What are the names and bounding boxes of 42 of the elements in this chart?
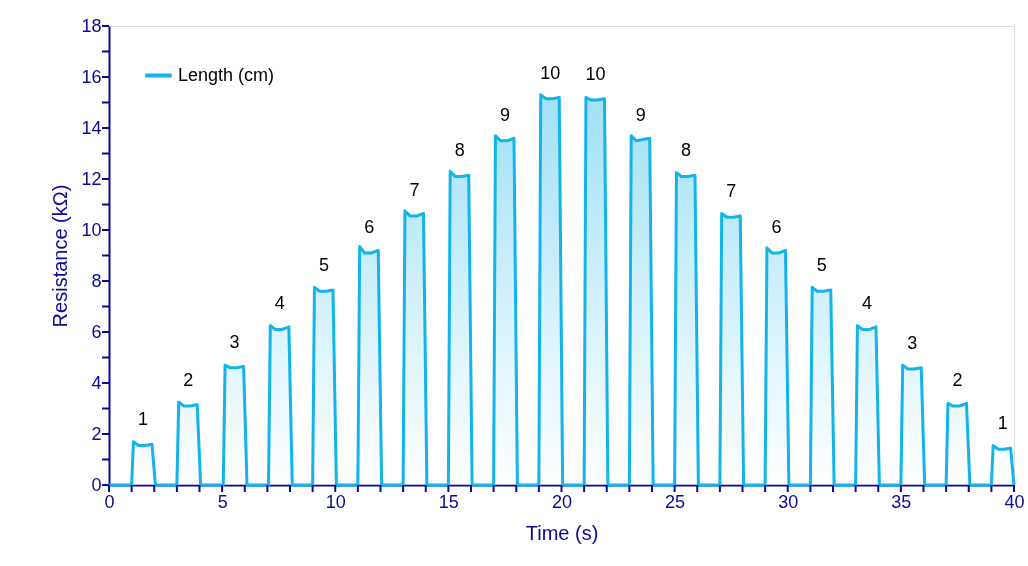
- y-tick-label: 10: [81, 219, 102, 240]
- y-tick-label: 0: [91, 474, 102, 495]
- legend-label: Length (cm): [178, 64, 275, 85]
- annotation: 7: [726, 181, 737, 202]
- x-tick-label: 10: [325, 491, 346, 512]
- annotation: 5: [816, 255, 827, 276]
- annotation: 2: [952, 369, 963, 390]
- annotation: 7: [409, 179, 420, 200]
- annotation: 1: [137, 409, 148, 430]
- y-tick-label: 16: [81, 66, 102, 87]
- annotation: 6: [364, 216, 375, 237]
- x-tick-label: 30: [778, 491, 799, 512]
- annotation: 8: [680, 140, 691, 161]
- y-tick-label: 2: [91, 423, 102, 444]
- annotation: 1: [997, 413, 1008, 434]
- y-tick-label: 8: [91, 270, 102, 291]
- y-tick-label: 4: [91, 372, 102, 393]
- annotation: 8: [454, 140, 465, 161]
- annotation: 10: [585, 63, 606, 84]
- annotation: 3: [907, 332, 918, 353]
- annotation: 9: [499, 104, 510, 125]
- annotation: 10: [540, 62, 561, 83]
- x-tick-label: 25: [665, 491, 686, 512]
- x-tick-label: 0: [104, 491, 115, 512]
- y-axis-title: Resistance (kΩ): [49, 184, 72, 328]
- x-tick-label: 35: [891, 491, 912, 512]
- annotation: 4: [274, 293, 285, 314]
- annotation: 9: [635, 104, 646, 125]
- x-tick-label: 40: [1004, 491, 1025, 512]
- x-axis-title: Time (s): [525, 521, 599, 544]
- annotation: 2: [183, 369, 194, 390]
- x-tick-label: 15: [438, 491, 459, 512]
- annotation: 4: [861, 293, 872, 314]
- annotation: 3: [229, 331, 240, 352]
- x-tick-label: 5: [217, 491, 228, 512]
- y-tick-label: 6: [91, 321, 102, 342]
- annotation: 6: [771, 216, 782, 237]
- y-tick-label: 14: [81, 117, 102, 138]
- annotation: 5: [318, 255, 329, 276]
- y-tick-label: 18: [81, 15, 102, 36]
- y-tick-label: 12: [81, 168, 102, 189]
- x-tick-label: 20: [551, 491, 573, 512]
